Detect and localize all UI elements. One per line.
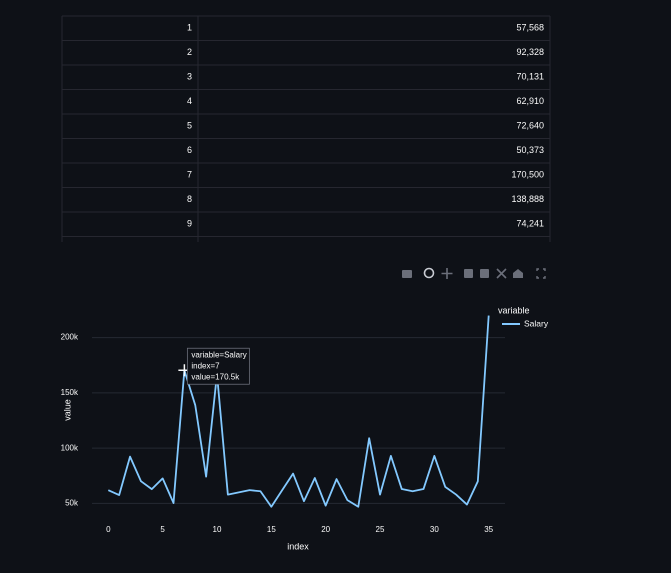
x-tick-label: 0 [106, 525, 111, 534]
zoom-out-icon[interactable] [480, 269, 489, 278]
y-tick-label: 200k [61, 333, 79, 342]
row-index: 8 [187, 194, 192, 204]
row-index: 1 [187, 23, 192, 33]
dataframe: 1 57,568 2 92,328 3 70,131 4 62,910 5 72,640 6 50,3… [61, 15, 551, 242]
row-index: 9 [187, 219, 192, 229]
row-index: 6 [187, 145, 192, 155]
tooltip-box [186, 347, 250, 385]
fullscreen-icon[interactable] [536, 268, 546, 279]
tooltip-line: value=170.5k [191, 372, 240, 381]
cell: 70,131 [516, 72, 544, 82]
x-tick-label: 20 [321, 525, 330, 534]
cell: 50,373 [516, 145, 544, 155]
row-index: 5 [187, 121, 192, 131]
cell: 57,568 [516, 23, 544, 33]
reset-icon[interactable] [513, 269, 523, 278]
cell: 138,888 [511, 194, 544, 204]
y-tick-label: 100k [61, 443, 79, 452]
zoom-icon[interactable] [423, 267, 435, 279]
x-tick-label: 5 [160, 525, 165, 534]
x-tick-label: 15 [267, 525, 276, 534]
cell: 170,500 [511, 170, 544, 180]
camera-icon[interactable] [402, 270, 412, 278]
legend-title: variable [498, 305, 530, 315]
cell: 92,328 [516, 47, 544, 57]
row-index: 3 [187, 72, 192, 82]
x-tick-label: 10 [213, 525, 222, 534]
y-tick-label: 150k [61, 388, 79, 397]
x-tick-label: 25 [376, 525, 385, 534]
tooltip-line: index=7 [191, 361, 220, 370]
row-index: 7 [187, 170, 192, 180]
tooltip-line: variable=Salary [191, 350, 246, 359]
cell: 74,241 [516, 219, 544, 229]
x-axis-title: index [287, 541, 309, 551]
autoscale-icon[interactable] [496, 268, 507, 279]
cell: 72,640 [516, 121, 544, 131]
x-tick-label: 35 [484, 525, 493, 534]
pan-icon[interactable] [441, 268, 453, 279]
row-index: 2 [187, 47, 192, 57]
y-axis-title: value [62, 399, 72, 421]
y-tick-label: 50k [65, 499, 79, 508]
legend-label: Salary [524, 318, 549, 328]
line [107, 315, 490, 508]
modebar[interactable] [402, 267, 546, 279]
row-index: 4 [187, 96, 192, 106]
zoom-in-icon[interactable] [464, 269, 473, 278]
cell: 62,910 [516, 96, 544, 106]
x-tick-label: 30 [430, 525, 439, 534]
